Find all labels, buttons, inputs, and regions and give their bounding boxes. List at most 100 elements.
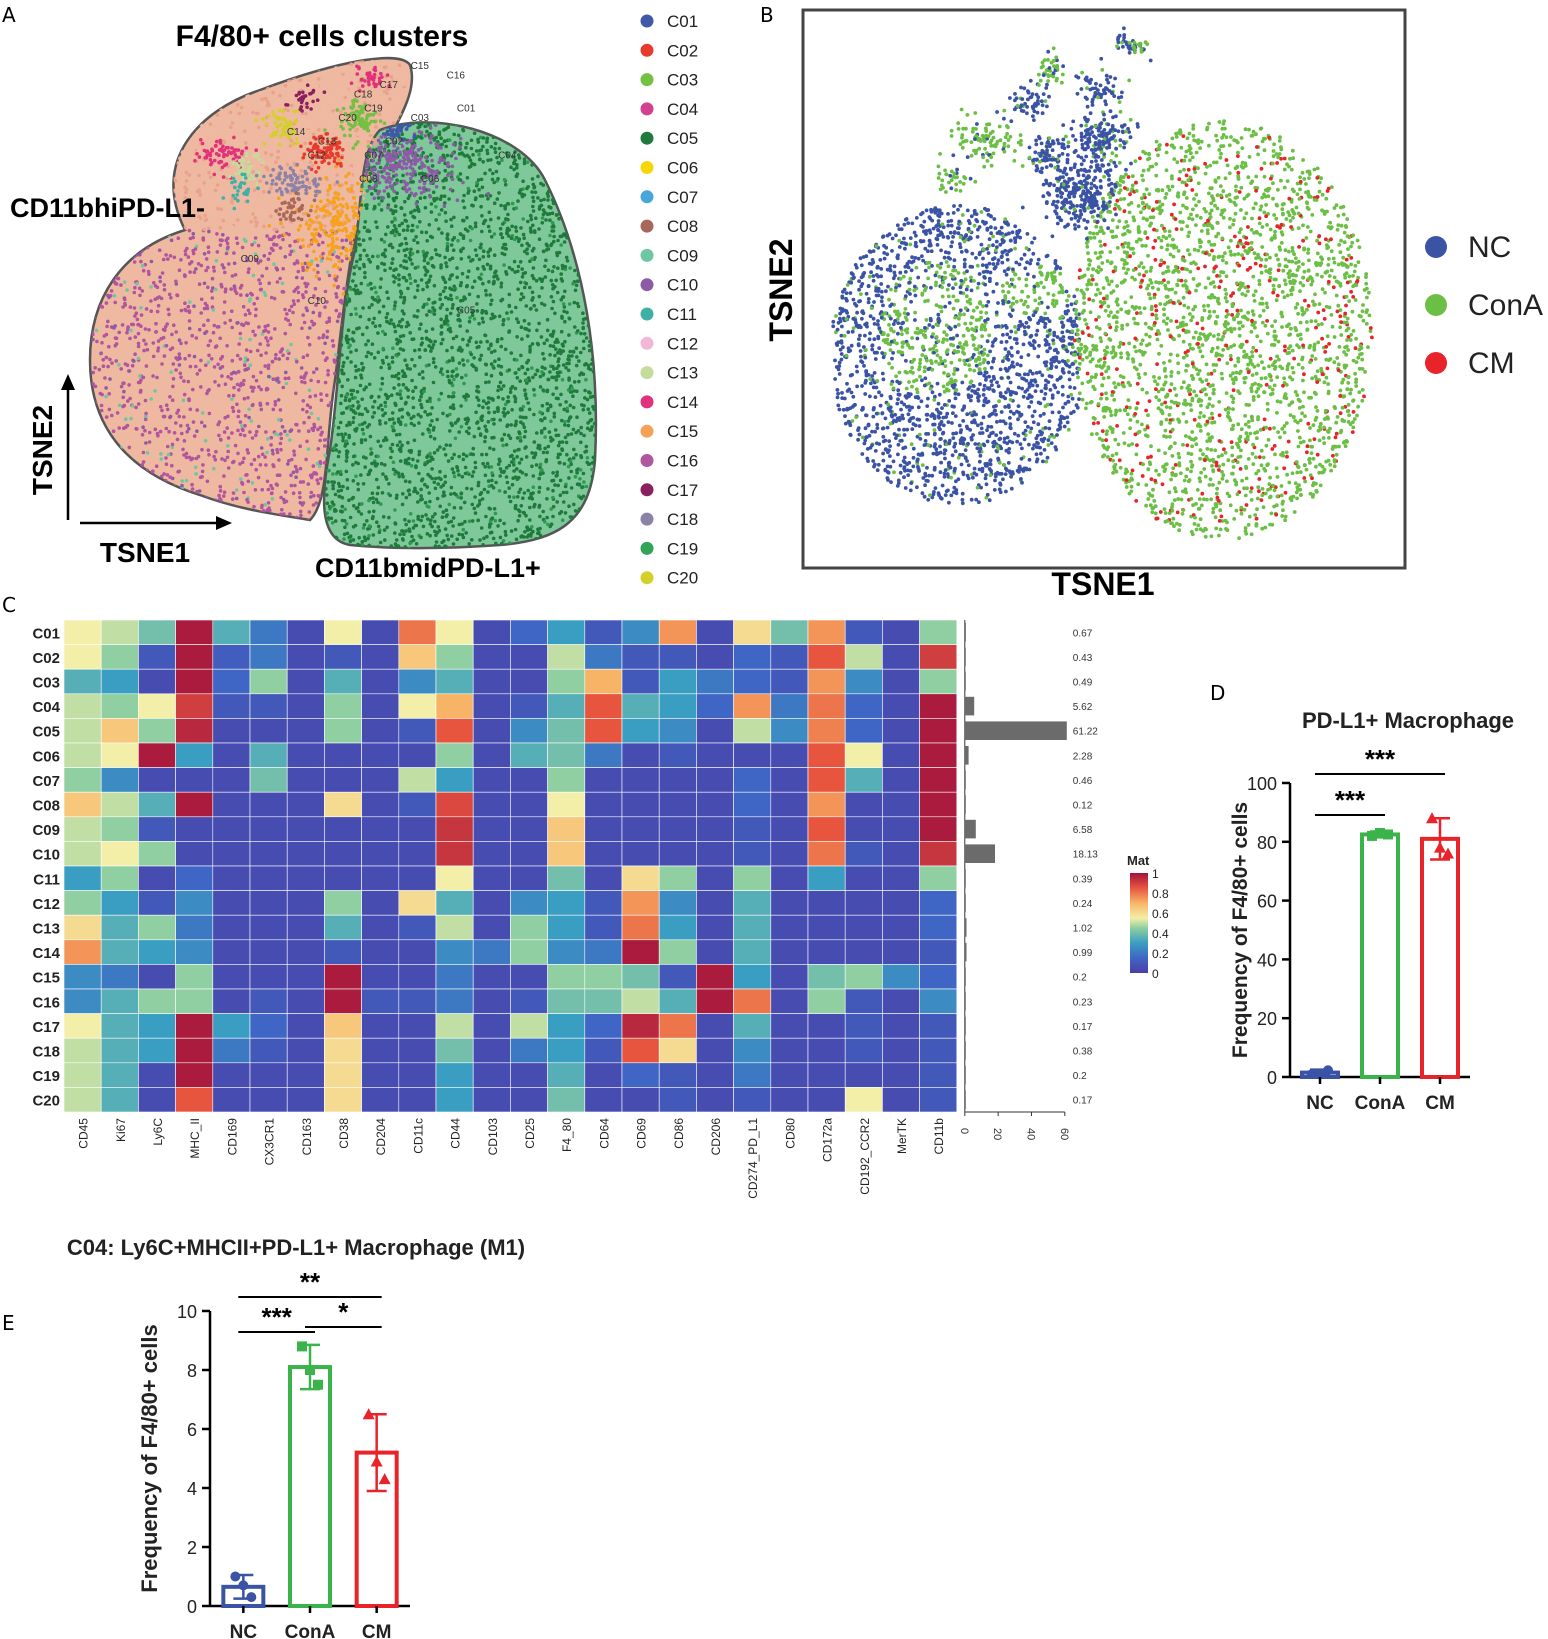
cluster-point bbox=[214, 449, 218, 454]
cluster-point bbox=[291, 168, 295, 173]
cluster-point bbox=[104, 386, 108, 390]
cluster-point bbox=[305, 353, 310, 358]
cluster-point bbox=[248, 337, 252, 342]
cluster-point bbox=[571, 427, 576, 432]
cluster-point bbox=[288, 121, 293, 126]
cluster-point bbox=[524, 513, 528, 518]
cluster-point bbox=[297, 122, 301, 126]
cluster-point bbox=[315, 84, 320, 88]
cluster-point bbox=[214, 287, 218, 292]
cluster-point bbox=[123, 303, 127, 307]
cluster-point bbox=[96, 513, 101, 518]
cluster-point bbox=[234, 488, 239, 492]
cluster-point bbox=[273, 403, 278, 407]
cluster-point bbox=[370, 254, 375, 259]
cluster-point bbox=[137, 322, 141, 327]
cluster-point bbox=[202, 181, 206, 185]
cluster-point bbox=[528, 226, 533, 230]
cluster-point bbox=[232, 261, 237, 266]
cluster-point bbox=[166, 113, 171, 117]
cluster-point bbox=[296, 196, 301, 201]
cluster-point bbox=[180, 483, 184, 488]
cluster-point bbox=[207, 353, 211, 358]
cluster-point bbox=[507, 329, 512, 333]
cluster-point bbox=[594, 469, 596, 473]
cluster-point bbox=[124, 417, 128, 422]
cluster-point bbox=[332, 200, 337, 205]
cluster-point bbox=[100, 341, 104, 345]
cluster-point bbox=[237, 342, 241, 346]
cluster-point bbox=[529, 133, 533, 137]
cluster-point bbox=[243, 312, 248, 317]
cluster-point bbox=[281, 109, 286, 114]
cluster-point bbox=[596, 117, 600, 121]
cluster-point bbox=[103, 245, 107, 249]
cluster-point bbox=[125, 330, 129, 335]
cluster-point bbox=[376, 485, 381, 490]
cluster-point bbox=[518, 280, 523, 285]
cluster-point bbox=[323, 219, 327, 223]
cluster-point bbox=[142, 102, 146, 106]
cluster-point bbox=[117, 330, 121, 335]
cluster-point bbox=[301, 180, 305, 184]
cluster-point bbox=[112, 489, 117, 494]
cluster-point bbox=[110, 458, 115, 462]
cluster-point bbox=[244, 348, 249, 352]
cluster-point bbox=[140, 289, 145, 293]
cluster-point bbox=[98, 164, 102, 169]
cluster-point bbox=[348, 133, 352, 138]
cluster-point bbox=[341, 292, 346, 296]
cluster-point bbox=[442, 490, 446, 495]
cluster-point bbox=[275, 473, 280, 478]
cluster-point bbox=[334, 292, 338, 296]
cluster-point bbox=[413, 364, 417, 368]
cluster-point bbox=[111, 429, 116, 434]
cluster-point bbox=[139, 149, 143, 153]
cluster-point bbox=[439, 136, 443, 140]
cluster-point bbox=[211, 265, 216, 270]
cluster-point bbox=[572, 502, 576, 507]
cluster-point bbox=[149, 397, 153, 401]
cluster-point bbox=[455, 266, 459, 270]
cluster-point bbox=[317, 190, 322, 194]
cluster-point bbox=[322, 112, 326, 117]
cluster-point bbox=[450, 306, 455, 310]
cluster-point bbox=[559, 392, 563, 397]
cluster-point bbox=[306, 119, 310, 123]
cluster-point bbox=[226, 245, 230, 249]
cluster-point bbox=[259, 353, 263, 358]
cluster-point bbox=[280, 289, 285, 294]
cluster-point bbox=[543, 446, 547, 451]
cluster-point bbox=[327, 127, 331, 132]
cluster-point bbox=[163, 78, 168, 82]
cluster-point bbox=[239, 105, 244, 110]
cluster-point bbox=[110, 466, 114, 471]
cluster-point bbox=[107, 100, 112, 104]
cluster-point bbox=[568, 229, 572, 233]
cluster-point bbox=[97, 367, 102, 372]
cluster-point bbox=[560, 176, 564, 181]
cluster-point bbox=[183, 252, 188, 257]
cluster-point bbox=[237, 129, 241, 133]
cluster-point bbox=[439, 117, 443, 121]
cluster-point bbox=[344, 181, 348, 185]
cluster-point bbox=[319, 223, 324, 227]
cluster-point bbox=[185, 423, 190, 428]
cluster-point bbox=[219, 438, 223, 442]
cluster-point bbox=[549, 439, 553, 443]
cluster-point bbox=[135, 317, 140, 322]
panel-letter-e: E bbox=[2, 1311, 15, 1335]
cluster-point bbox=[204, 257, 209, 261]
cluster-point bbox=[159, 336, 163, 341]
cluster-point bbox=[537, 505, 541, 509]
cluster-point bbox=[282, 522, 286, 526]
cluster-point bbox=[343, 192, 347, 196]
cluster-point bbox=[480, 229, 484, 234]
cluster-point bbox=[159, 160, 164, 164]
cluster-point bbox=[340, 210, 345, 215]
cluster-point bbox=[379, 208, 384, 212]
cluster-point bbox=[335, 180, 340, 184]
cluster-point bbox=[272, 130, 276, 135]
cluster-point bbox=[190, 333, 194, 338]
cluster-point bbox=[529, 491, 533, 496]
